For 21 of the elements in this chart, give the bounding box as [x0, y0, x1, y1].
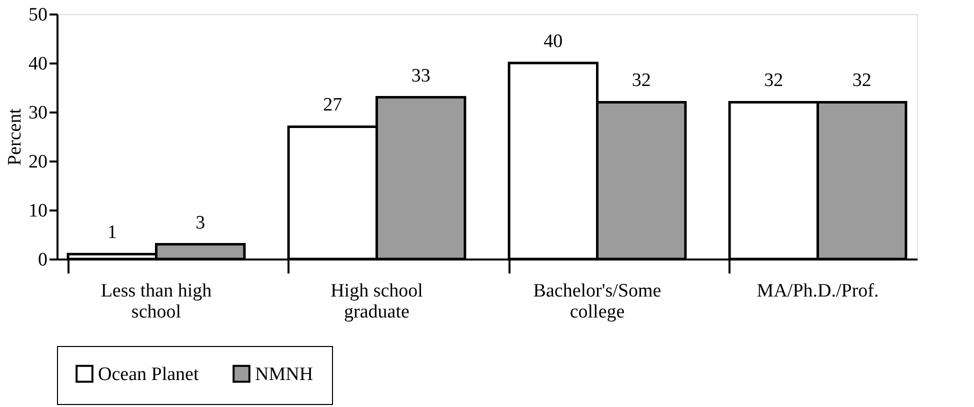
- x-tick-label: High school graduate: [330, 280, 423, 322]
- data-label: 1: [107, 222, 117, 244]
- y-tick-label: 50: [28, 4, 48, 26]
- x-tick-label: Bachelor's/Some college: [533, 280, 662, 322]
- data-label: 32: [632, 70, 651, 92]
- y-tick-label: 30: [28, 102, 48, 124]
- data-label: 40: [544, 31, 563, 52]
- y-tick-label: 0: [38, 250, 48, 270]
- y-tick-label: 40: [28, 54, 48, 74]
- y-tick-label: 10: [28, 200, 48, 222]
- data-label: 27: [323, 94, 342, 116]
- legend-label: Ocean Planet: [98, 364, 200, 385]
- y-axis-title: Percent: [4, 108, 26, 166]
- data-label: 33: [411, 65, 430, 86]
- y-tick-label: 20: [28, 152, 48, 172]
- data-label: 32: [764, 70, 784, 92]
- data-label: 3: [196, 212, 206, 234]
- x-tick-label: MA/Ph.D./Prof.: [756, 280, 879, 302]
- data-label: 32: [852, 70, 872, 92]
- x-tick-label: Less than high school: [100, 280, 212, 322]
- legend-label: NMNH: [255, 364, 314, 385]
